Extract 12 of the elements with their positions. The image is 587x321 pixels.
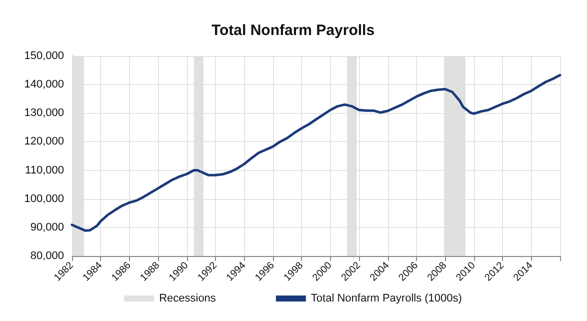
y-tick-label: 140,000 [24,78,64,91]
y-tick-label: 90,000 [30,221,64,234]
y-tick-label: 130,000 [24,107,64,120]
y-tick-label: 120,000 [24,136,64,148]
y-tick-label: 110,000 [25,164,64,176]
line-series [70,74,562,232]
legend-label: Total Nonfarm Payrolls (1000s) [310,292,462,304]
y-tick-label: 100,000 [24,192,64,205]
y-tick-label: 150,000 [24,50,64,62]
y-tick-label: 80,000 [30,250,64,262]
chart-title: Total Nonfarm Payrolls [211,22,375,39]
legend-label: Recessions [159,292,216,304]
